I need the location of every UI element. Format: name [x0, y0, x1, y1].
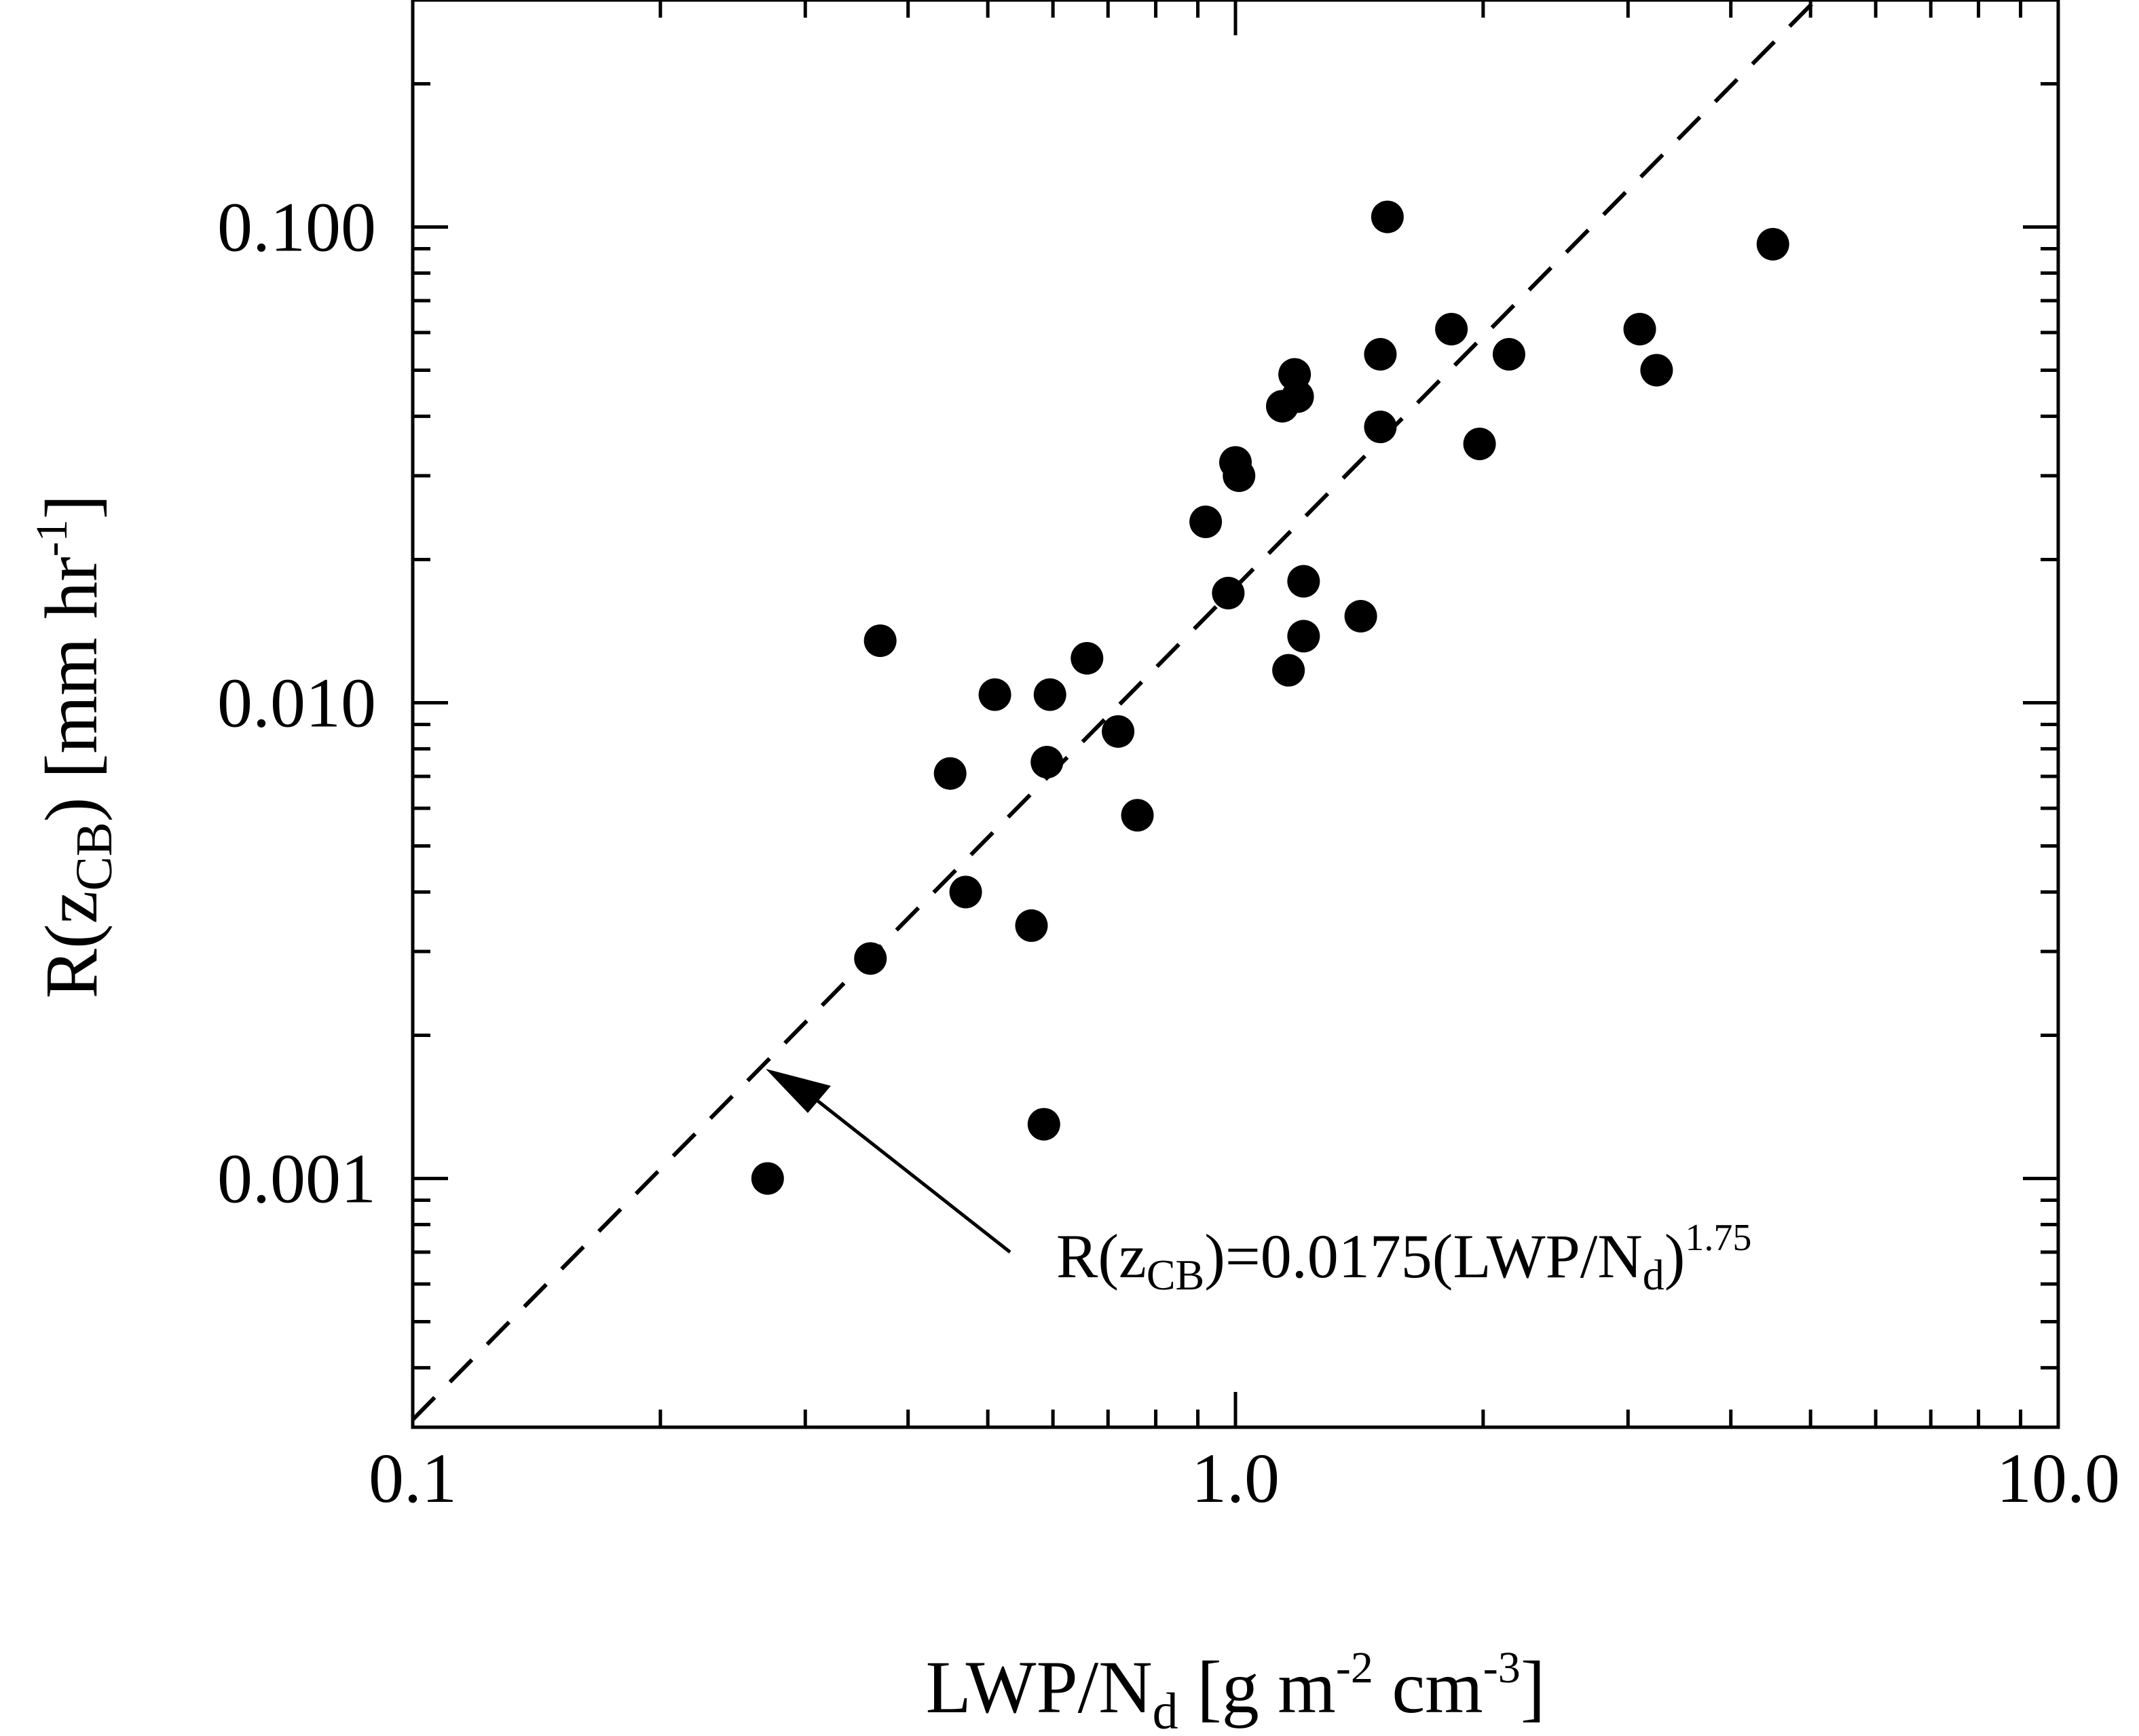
x-tick-label: 1.0 [1191, 1439, 1280, 1517]
data-point [751, 1162, 784, 1195]
x-tick-labels: 0.1 1.0 10.0 [369, 1439, 2120, 1517]
data-point [1463, 428, 1496, 461]
data-point [863, 624, 897, 658]
data-point [1281, 380, 1314, 413]
data-point [1027, 1108, 1060, 1141]
data-point [1030, 746, 1064, 779]
plot-frame [411, 0, 2060, 1429]
x-tick-label: 0.1 [369, 1439, 457, 1517]
y-tick-label: 0.010 [217, 664, 376, 742]
data-point [1033, 678, 1066, 711]
y-axis-title: R(zCB) [mm hr-1] [27, 495, 123, 999]
y-tick-labels: 0.001 0.010 0.100 [217, 188, 376, 1218]
data-point [1212, 576, 1245, 609]
data-point [1640, 354, 1673, 387]
data-point [854, 942, 887, 975]
data-point [1121, 799, 1154, 832]
data-point [1364, 411, 1397, 444]
data-point [978, 678, 1011, 711]
data-point [1189, 505, 1223, 538]
data-point [1623, 312, 1656, 345]
data-point [1015, 909, 1048, 942]
y-tick-label: 0.100 [217, 188, 376, 266]
fit-line-layer [411, 0, 1817, 1421]
annotation-arrow [812, 1096, 1011, 1253]
data-point [1272, 654, 1305, 687]
data-point [933, 757, 967, 790]
data-point [1371, 200, 1404, 233]
data-point [1223, 459, 1256, 492]
data-point [1287, 565, 1320, 598]
data-point [949, 875, 982, 909]
fit-equation-label: R(zCB)=0.0175(LWP/Nd)1.75 [1056, 1217, 1751, 1299]
fit-line [411, 0, 1817, 1421]
annotation-arrowhead [766, 1069, 831, 1113]
data-point [1435, 312, 1468, 345]
y-tick-label: 0.001 [217, 1139, 376, 1218]
data-point [1492, 338, 1525, 371]
data-point [1364, 338, 1397, 371]
data-points [751, 200, 1789, 1195]
data-point [1344, 599, 1377, 633]
tick-marks [411, 0, 2060, 1429]
data-point [1756, 227, 1789, 261]
data-point [1102, 715, 1135, 748]
data-point [1071, 641, 1104, 675]
x-axis-title: LWP/Nd [g m-2 cm-3] [926, 1643, 1546, 1736]
x-tick-label: 10.0 [1996, 1439, 2120, 1517]
data-point [1287, 620, 1320, 653]
